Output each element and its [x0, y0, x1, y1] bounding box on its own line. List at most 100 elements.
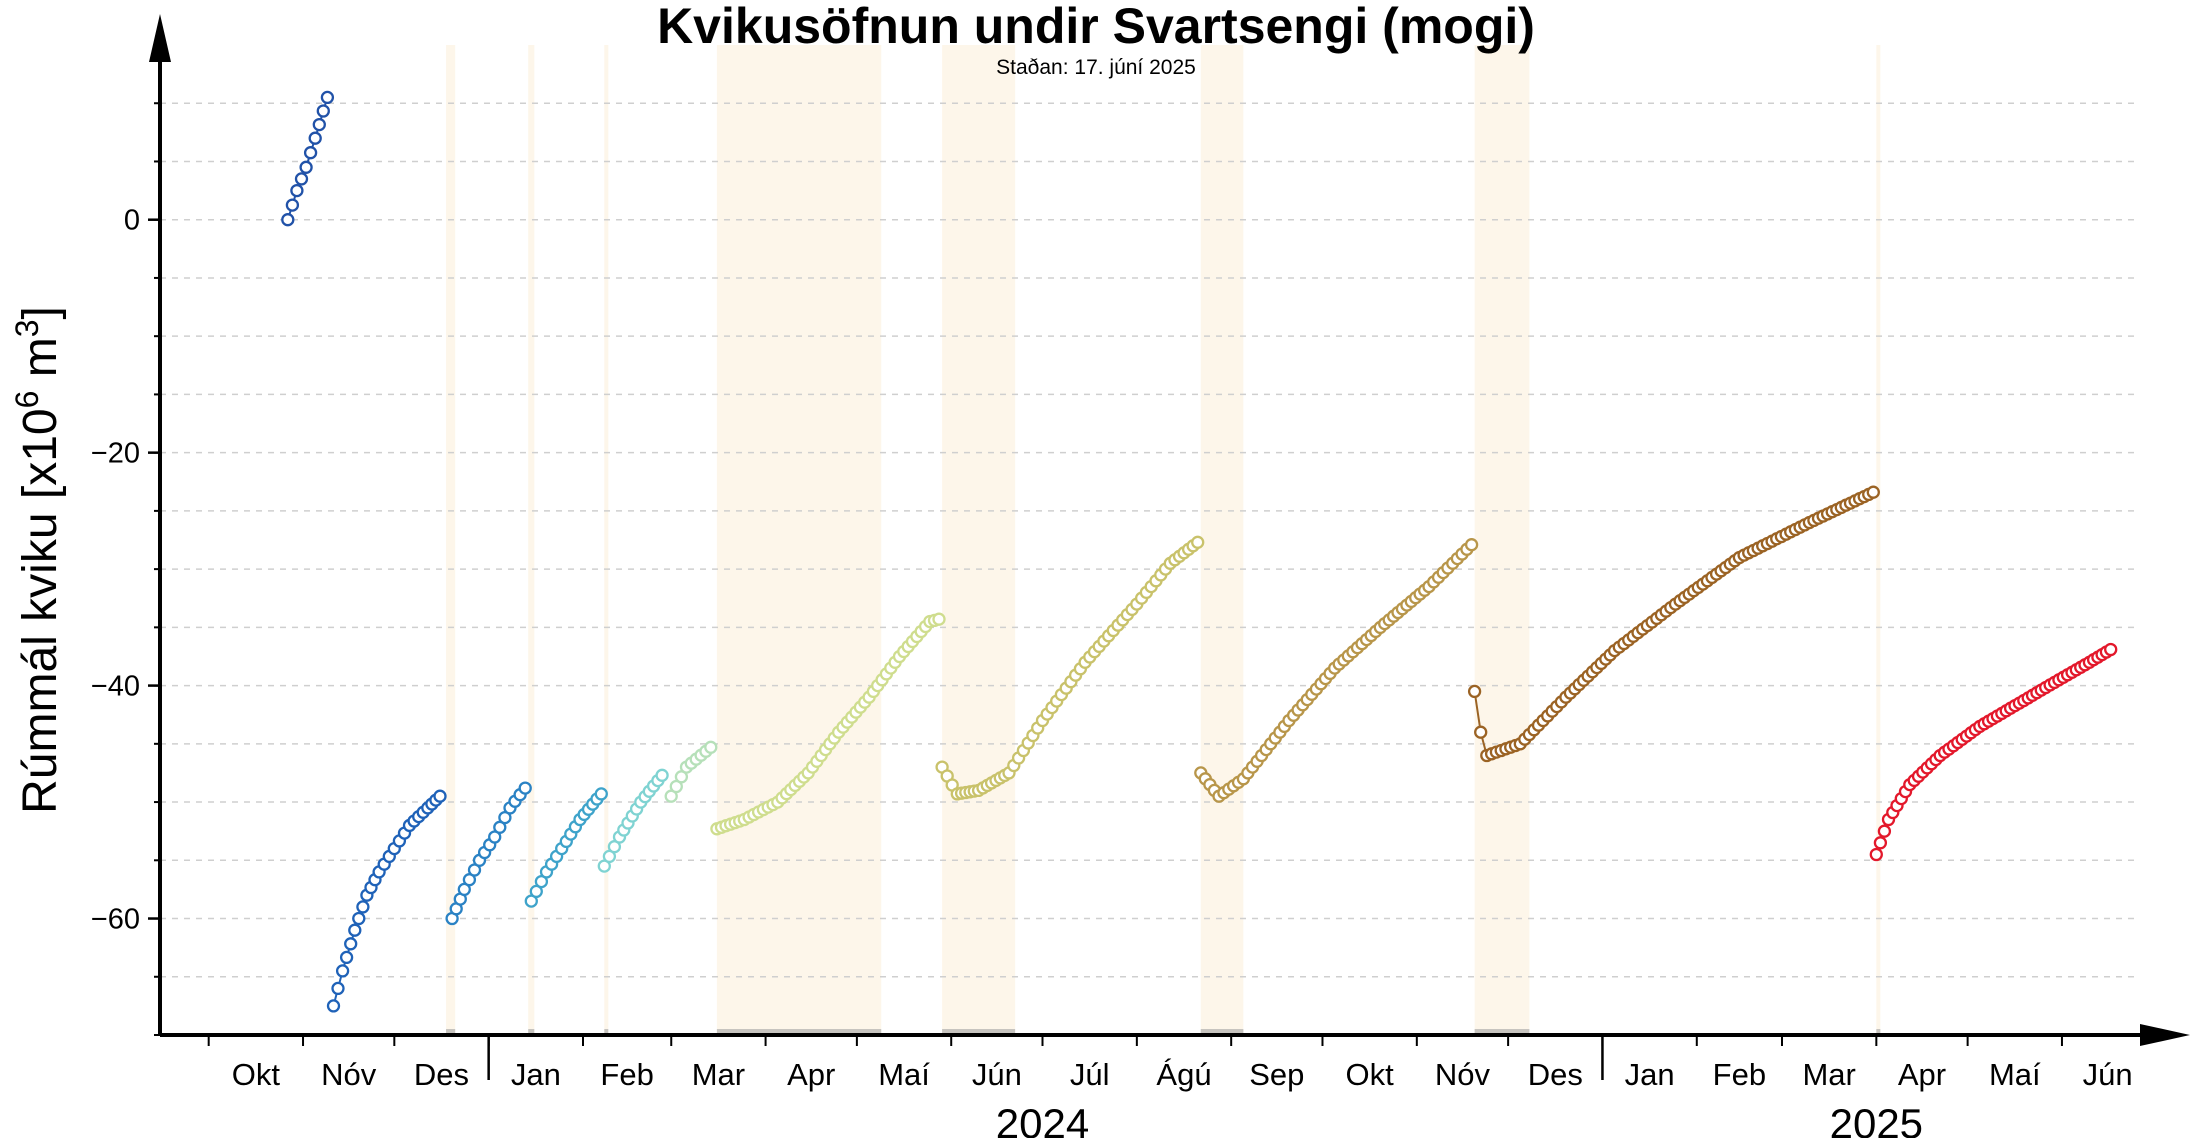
x-year-label: 2025 [1830, 1100, 1923, 1138]
x-month-label: Maí [878, 1057, 930, 1092]
data-point [294, 172, 309, 186]
x-year-label: 2024 [996, 1100, 1089, 1138]
series-group [597, 768, 669, 873]
x-month-label: Sep [1249, 1057, 1304, 1092]
series-line [286, 97, 329, 221]
data-point [1467, 684, 1482, 699]
x-tick-labels: Okt Nóv Des Jan Feb Mar Apr Maí Jún Júl Ágú Sep Okt N… [232, 1057, 2133, 1138]
data-point [594, 787, 608, 801]
data-point [348, 923, 362, 937]
eruption-band [716, 45, 882, 1035]
x-month-label: Des [414, 1057, 469, 1092]
eruption-band [942, 45, 1016, 1035]
data-point [704, 740, 718, 754]
eruption-band-base [942, 1029, 1016, 1035]
y-tick-label: 0 [124, 205, 140, 237]
chart-subtitle: Staðan: 17. júní 2025 [996, 56, 1196, 79]
data-point [281, 213, 295, 227]
data-point [932, 612, 946, 626]
x-month-label: Feb [600, 1057, 653, 1092]
series-group [524, 787, 608, 908]
series-group [1194, 538, 1479, 803]
x-month-label: Jún [972, 1057, 1022, 1092]
data-point [518, 781, 532, 795]
data-point [303, 146, 318, 160]
series-group [1869, 642, 2118, 862]
y-axis-label-exp2: 3 [9, 319, 45, 337]
data-point [1873, 836, 1888, 850]
eruption-band-base [1474, 1029, 1530, 1035]
data-point [320, 90, 335, 105]
y-axis-label: Rúmmál kviku [x106 m3] [9, 306, 67, 814]
data-point [339, 950, 354, 965]
eruption-band [1876, 45, 1881, 1035]
y-axis-label-end: ] [14, 306, 67, 319]
x-month-label: Apr [1898, 1057, 1946, 1092]
eruption-band-base [604, 1029, 609, 1035]
eruption-band-base [716, 1029, 882, 1035]
data-point [1191, 535, 1205, 549]
x-month-label: Mar [692, 1057, 745, 1092]
eruption-band [446, 45, 456, 1035]
y-axis-label-main: Rúmmál kviku [x10 [14, 408, 67, 813]
y-axis-arrow [149, 14, 171, 62]
data-point [1464, 538, 1479, 552]
data-point [312, 117, 326, 132]
chart-title: Kvikusöfnun undir Svartsengi (mogi) [657, 0, 1535, 54]
grid-lines [160, 102, 2135, 978]
x-month-label: Nóv [1435, 1057, 1491, 1092]
data-point [352, 911, 366, 926]
series-group [710, 612, 946, 836]
eruption-band-base [1200, 1029, 1244, 1035]
x-month-label: Ágú [1156, 1057, 1211, 1092]
eruption-band [604, 45, 609, 1035]
x-month-label: Apr [787, 1057, 835, 1092]
eruption-band-base [446, 1029, 456, 1035]
eruption-bands [446, 45, 1881, 1035]
data-point [2104, 642, 2118, 657]
data-point [331, 981, 345, 996]
data-point [308, 131, 322, 145]
x-month-label: Júl [1070, 1057, 1110, 1092]
data-point [1877, 824, 1892, 838]
x-month-label: Des [1528, 1057, 1583, 1092]
x-month-label: Jan [511, 1057, 561, 1092]
series-line [1473, 491, 1874, 757]
x-month-label: Jún [2083, 1057, 2133, 1092]
y-tick-label: −60 [91, 904, 140, 936]
x-axis-arrow [2140, 1024, 2190, 1046]
series-group [1467, 485, 1880, 763]
x-month-label: Okt [1346, 1057, 1395, 1092]
eruption-band [1200, 45, 1244, 1035]
data-point [433, 789, 447, 803]
data-point [344, 937, 358, 951]
y-axis-label-exp1: 6 [9, 391, 45, 409]
y-axis-label-mid: m [14, 337, 67, 390]
y-tick-label: −20 [91, 438, 140, 470]
data-point [655, 768, 669, 782]
series-group [445, 781, 532, 926]
x-month-label: Mar [1802, 1057, 1855, 1092]
data-point [316, 104, 330, 118]
data-point [326, 999, 341, 1013]
series-line [332, 795, 441, 1007]
x-month-label: Maí [1989, 1057, 2041, 1092]
series-line [1875, 648, 2112, 855]
series-group [935, 535, 1205, 801]
series-group [326, 789, 447, 1013]
data-point [290, 183, 304, 198]
y-tick-label: −40 [91, 671, 140, 703]
data-point [356, 900, 370, 914]
data-series [281, 90, 2118, 1013]
x-month-label: Feb [1713, 1057, 1766, 1092]
data-point [1869, 847, 1883, 862]
eruption-band-base [528, 1029, 535, 1035]
x-month-label: Nóv [321, 1057, 377, 1092]
series-group [281, 90, 335, 227]
data-point [1474, 725, 1488, 739]
data-point [1866, 485, 1880, 499]
x-month-label: Okt [232, 1057, 281, 1092]
axes: 0 −20 −40 −60 [91, 14, 2190, 1080]
eruption-band [1474, 45, 1530, 1035]
